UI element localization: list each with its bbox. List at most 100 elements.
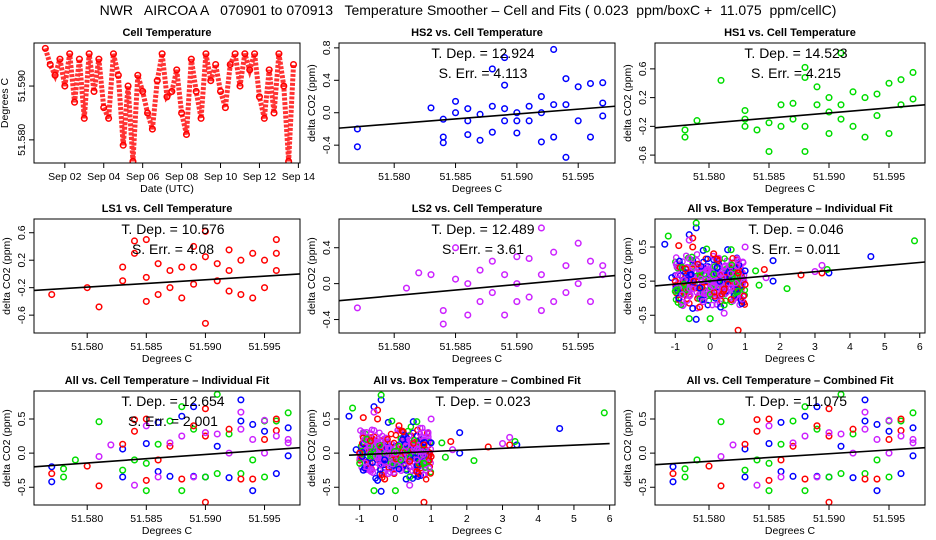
data-point	[717, 452, 725, 461]
data-point	[762, 274, 770, 282]
data-point	[260, 114, 268, 122]
x-tick-label: 6	[917, 341, 923, 353]
plot-box	[654, 390, 926, 506]
data-point	[586, 79, 595, 88]
data-point	[741, 440, 749, 448]
panel-title: LS1 vs. Cell Temperature	[102, 203, 233, 215]
data-point	[765, 119, 773, 127]
x-tick-label: Sep 06	[126, 171, 159, 183]
cluster-point	[425, 464, 433, 472]
plot-area	[41, 44, 298, 163]
x-tick-label: 51.580	[693, 513, 725, 525]
temperature-dependence-label: T. Dep. = 10.576	[121, 221, 224, 237]
data-point	[550, 101, 558, 109]
cluster-point	[682, 269, 689, 276]
data-point	[734, 287, 742, 295]
cluster-point	[375, 454, 382, 462]
data-point	[753, 481, 761, 489]
data-point	[124, 82, 132, 90]
data-point	[741, 243, 749, 251]
data-point	[41, 44, 49, 52]
data-point	[249, 294, 257, 302]
data-point	[741, 445, 749, 453]
data-point	[777, 101, 785, 109]
data-point	[464, 105, 472, 113]
y-tick-label: 0.0	[16, 446, 28, 461]
series-3	[669, 405, 905, 505]
data-point	[439, 139, 447, 147]
data-point	[511, 437, 519, 446]
x-tick-label: 51.585	[130, 513, 162, 525]
data-point	[574, 280, 582, 288]
data-point	[255, 93, 264, 101]
data-point	[734, 257, 742, 265]
data-point	[399, 435, 407, 444]
x-tick-label: 51.580	[71, 513, 103, 525]
y-tick-label: 0.5	[16, 412, 28, 427]
data-point	[451, 97, 460, 105]
data-point	[867, 252, 875, 261]
data-point	[513, 253, 521, 261]
data-point	[363, 463, 371, 471]
data-point	[671, 287, 679, 295]
panel-3: HS1 vs. Cell Temperature 51.580 51.585 51.5…	[622, 27, 926, 195]
data-point	[190, 473, 198, 481]
data-point	[51, 71, 59, 79]
data-point	[260, 427, 269, 435]
y-tick-label: -0.5	[637, 306, 649, 324]
data-point	[260, 416, 269, 424]
y-tick-label: 51.590	[16, 70, 28, 102]
data-point	[173, 66, 181, 74]
x-tick-label: Sep 12	[243, 171, 276, 183]
data-point	[513, 109, 521, 117]
data-point	[381, 475, 389, 483]
data-point	[48, 463, 56, 471]
data-point	[95, 452, 103, 461]
x-tick-label: 4	[535, 513, 541, 525]
data-point	[246, 66, 254, 74]
cluster-point	[678, 298, 686, 306]
data-point	[696, 303, 704, 311]
data-point	[692, 315, 700, 323]
data-point	[801, 63, 809, 71]
data-point	[664, 232, 672, 240]
data-point	[178, 432, 186, 440]
standard-error-label: S. Err. = 0.011	[752, 241, 841, 257]
data-point	[513, 298, 521, 306]
data-point	[237, 475, 245, 483]
data-point	[168, 87, 176, 95]
data-point	[777, 440, 785, 448]
x-tick-label: 51.595	[248, 513, 280, 525]
data-point	[873, 112, 881, 120]
data-point	[669, 463, 677, 471]
data-point	[260, 435, 269, 444]
data-point	[56, 55, 64, 63]
data-point	[741, 267, 749, 275]
x-tick-label: 51.580	[71, 341, 103, 353]
cluster-point	[710, 289, 718, 296]
x-tick-label: Sep 08	[165, 171, 198, 183]
data-point	[225, 266, 233, 275]
data-point	[484, 443, 492, 451]
data-point	[550, 248, 558, 256]
data-point	[95, 303, 103, 311]
data-point	[46, 60, 54, 69]
series-1	[48, 227, 280, 327]
plot-area	[339, 45, 615, 161]
data-point	[75, 55, 83, 63]
data-point	[280, 82, 288, 90]
y-axis-label: delta CO2 (ppm)	[1, 409, 13, 487]
data-point	[370, 427, 378, 435]
cluster-point	[376, 441, 383, 449]
data-point	[439, 133, 447, 141]
series-2	[60, 391, 292, 495]
data-point	[681, 473, 689, 481]
data-point	[537, 271, 545, 279]
data-point	[90, 87, 98, 95]
data-point	[537, 92, 545, 101]
data-point	[166, 266, 174, 275]
data-point	[213, 442, 221, 450]
data-point	[801, 412, 809, 420]
data-point	[225, 430, 233, 438]
